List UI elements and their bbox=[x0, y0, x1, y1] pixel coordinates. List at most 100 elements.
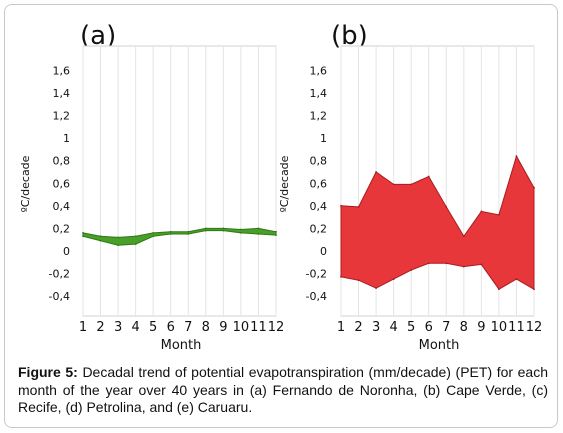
panel-b-y-tick-label: 1,2 bbox=[310, 110, 328, 123]
panel-b-upper-point bbox=[445, 206, 448, 208]
panel-a-y-tick-label: 1 bbox=[63, 132, 70, 145]
panel-b-x-tick-label: 9 bbox=[477, 320, 485, 335]
panel-a-lower-point bbox=[134, 243, 137, 246]
panel-b-x-tick-label: 2 bbox=[354, 320, 362, 335]
panel-b-upper-point bbox=[533, 186, 535, 189]
panel-b-x-tick-label: 8 bbox=[460, 320, 468, 335]
panel-a-y-tick-label: 0,8 bbox=[53, 155, 71, 168]
panel-b-y-tick-label: 0,6 bbox=[310, 177, 328, 190]
caption-text: Decadal trend of potential evapotranspir… bbox=[18, 364, 549, 415]
panel-a-upper-point bbox=[240, 228, 242, 231]
panel-a-y-tick-label: 0,2 bbox=[53, 222, 71, 235]
panel-a-upper-point bbox=[187, 230, 190, 233]
panel-a-y-tick-label: 0,6 bbox=[53, 177, 71, 190]
panel-b-x-tick-label: 3 bbox=[372, 320, 380, 335]
panel-a-upper-point bbox=[99, 235, 102, 238]
panel-b-lower-point bbox=[410, 269, 413, 271]
panel-b-lower-point bbox=[515, 278, 518, 280]
panel-a-upper-point bbox=[82, 231, 84, 234]
panel-b-upper-point bbox=[410, 183, 413, 186]
panel-a-y-tick-label: 0,4 bbox=[53, 200, 71, 213]
panel-a-lower-point bbox=[257, 233, 260, 235]
panel-b-lower-point bbox=[533, 288, 535, 291]
panel-b-lower-point bbox=[498, 288, 500, 291]
panel-b-lower-point bbox=[480, 263, 483, 266]
panel-b-x-tick-label: 7 bbox=[442, 320, 450, 335]
panel-a-y-tick-label: -0,2 bbox=[49, 267, 70, 280]
panel-b-upper-point bbox=[357, 206, 360, 208]
panel-b-y-axis-label: ºC/decade bbox=[278, 155, 291, 212]
panel-b-lower-point bbox=[340, 275, 342, 278]
panel-a-x-tick-label: 4 bbox=[131, 320, 139, 335]
panel-a-lower-point bbox=[117, 244, 119, 247]
panel-b-upper-point bbox=[340, 204, 342, 207]
panel-a-lower-point bbox=[204, 229, 207, 232]
panel-a-y-tick-label: 1,4 bbox=[53, 87, 71, 100]
panel-b-lower-point bbox=[445, 262, 448, 265]
panel-a-x-tick-label: 12 bbox=[268, 320, 285, 335]
panel-b-y-tick-label: 1,4 bbox=[310, 87, 328, 100]
panel-a-lower-point bbox=[82, 235, 84, 238]
panel-b-y-tick-label: 0,2 bbox=[310, 222, 328, 235]
panel-a-lower-point bbox=[222, 229, 225, 232]
panel-a-x-tick-label: 3 bbox=[114, 320, 122, 335]
panel-b-upper-point bbox=[515, 155, 518, 158]
panel-b-x-tick-label: 1 bbox=[337, 320, 345, 335]
panel-a-upper-point bbox=[152, 231, 155, 234]
panel-a-lower-point bbox=[240, 231, 242, 234]
panel-a-y-tick-label: 1,6 bbox=[53, 65, 71, 78]
panel-b-lower-point bbox=[357, 279, 360, 282]
panel-b-lower-point bbox=[427, 262, 430, 265]
panel-a-x-tick-label: 11 bbox=[250, 320, 267, 335]
panel-a-x-tick-label: 7 bbox=[184, 320, 192, 335]
panel-b-upper-point bbox=[480, 210, 483, 213]
panel-a-y-tick-label: -0,4 bbox=[49, 290, 70, 303]
panel-b-x-tick-label: 6 bbox=[425, 320, 433, 335]
panel-a-y-tick-label: 1,2 bbox=[53, 110, 71, 123]
panel-a-upper-point bbox=[222, 227, 225, 230]
caption-label: Figure 5: bbox=[18, 364, 78, 380]
panel-a-plot-frame bbox=[82, 45, 277, 317]
panel-b-y-tick-label: 1,6 bbox=[310, 65, 328, 78]
panel-a-upper-point bbox=[117, 236, 119, 239]
panel-a-x-axis-label: Month bbox=[161, 338, 202, 353]
panel-a-x-tick-label: 6 bbox=[167, 320, 175, 335]
panel-b-x-tick-label: 5 bbox=[407, 320, 415, 335]
panel-a-lower-point bbox=[99, 239, 102, 242]
panel-a-x-tick-label: 8 bbox=[202, 320, 210, 335]
panel-b-lower-point bbox=[375, 287, 377, 289]
panel-b-x-tick-label: 4 bbox=[389, 320, 397, 335]
panel-b-y-tick-label: 1 bbox=[320, 132, 327, 145]
panel-a-x-tick-label: 9 bbox=[219, 320, 227, 335]
panel-b-x-tick-label: 10 bbox=[491, 320, 508, 335]
panel-b-upper-point bbox=[462, 235, 465, 238]
panel-a-upper-point bbox=[134, 235, 137, 238]
panel-a-upper-point bbox=[275, 230, 277, 233]
panel-a-upper-point bbox=[204, 227, 207, 230]
panel-b-y-tick-label: 0,8 bbox=[310, 155, 328, 168]
panel-a-x-tick-label: 1 bbox=[79, 320, 87, 335]
panel-a-x-tick-label: 2 bbox=[96, 320, 104, 335]
panel-a-upper-point bbox=[169, 230, 172, 233]
panel-b-upper-point bbox=[498, 213, 500, 216]
panel-a-y-axis-label: ºC/decade bbox=[19, 155, 32, 212]
panel-a-lower-point bbox=[187, 233, 190, 235]
figure-caption: Figure 5: Decadal trend of potential eva… bbox=[18, 364, 548, 417]
panel-a-lower-point bbox=[169, 233, 172, 235]
panel-b-lower-point bbox=[462, 265, 465, 268]
panel-a-lower-point bbox=[275, 234, 277, 237]
panel-b-upper-point bbox=[427, 175, 430, 178]
panel-a-y-tick-label: 0 bbox=[63, 245, 70, 258]
panel-a-lower-point bbox=[152, 235, 155, 238]
panel-b-y-tick-label: -0,2 bbox=[306, 267, 327, 280]
panel-a-x-tick-label: 10 bbox=[233, 320, 250, 335]
panel-a-x-tick-label: 5 bbox=[149, 320, 157, 335]
panel-b-x-axis-label: Month bbox=[419, 338, 460, 353]
panel-a-upper-point bbox=[257, 227, 260, 230]
panel-b-upper-point bbox=[375, 171, 377, 173]
panel-b-x-tick-label: 11 bbox=[508, 320, 525, 335]
panel-b-y-tick-label: -0,4 bbox=[306, 290, 327, 303]
panel-b-lower-point bbox=[392, 278, 395, 280]
panel-b-x-tick-label: 12 bbox=[526, 320, 543, 335]
